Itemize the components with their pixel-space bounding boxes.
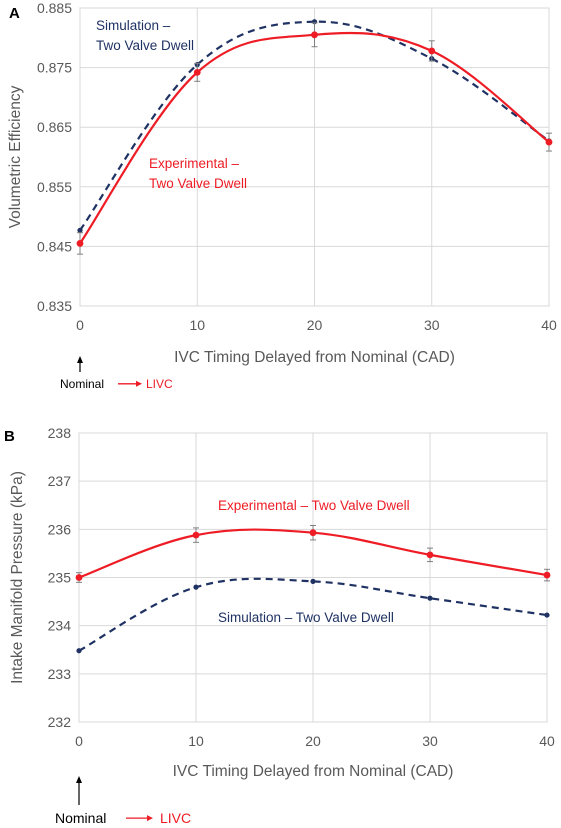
livc-label: LIVC xyxy=(146,377,173,391)
y-tick-label: 0.875 xyxy=(37,60,72,76)
data-point xyxy=(192,531,200,539)
y-tick-label: 0.885 xyxy=(37,0,72,16)
y-tick-label: 233 xyxy=(48,666,72,682)
data-point xyxy=(428,47,436,55)
data-point xyxy=(75,574,83,581)
arrow-right-icon xyxy=(136,380,142,387)
y-tick-label: 234 xyxy=(48,618,72,634)
panel-letter: A xyxy=(9,5,20,22)
series-label: Simulation – Two Valve Dwell xyxy=(218,610,394,625)
y-tick-label: 0.835 xyxy=(37,298,72,314)
y-tick-label: 236 xyxy=(48,521,72,537)
x-tick-label: 10 xyxy=(188,733,204,749)
arrow-up-icon xyxy=(76,776,82,783)
data-point xyxy=(193,68,201,76)
y-tick-label: 235 xyxy=(48,570,72,586)
x-tick-label: 0 xyxy=(76,317,84,333)
y-tick-label: 0.865 xyxy=(37,119,72,135)
chart-panel-b: B 232 233 234 235 236 237 238 0 10 20 30 40 IVC Timin… xyxy=(4,425,555,826)
data-point xyxy=(77,227,83,233)
series-experimental: Experimental – Two Valve Dwell xyxy=(76,22,553,255)
livc-label: LIVC xyxy=(160,810,191,826)
y-tick-label: 237 xyxy=(48,473,72,489)
series-label: Experimental – xyxy=(149,156,240,171)
series-line xyxy=(78,577,548,652)
chart-panel-a: A 0.835 0.845 0.855 0.865 0.875 0.885 0 10 20 30 40… xyxy=(7,0,557,391)
series-label: Experimental – Two Valve Dwell xyxy=(218,498,410,513)
series-simulation: Simulation – Two Valve Dwell xyxy=(77,18,552,233)
panel-letter: B xyxy=(4,428,15,445)
y-tick-label: 0.845 xyxy=(37,238,72,254)
x-tick-label: 40 xyxy=(539,733,555,749)
series-line xyxy=(79,20,550,231)
y-tick-label: 238 xyxy=(48,425,72,441)
series-experimental: Experimental – Two Valve Dwell xyxy=(75,498,551,583)
series-label: Simulation – xyxy=(96,18,171,33)
nominal-livc-annotation: Nominal LIVC xyxy=(55,776,191,826)
x-axis-label: IVC Timing Delayed from Nominal (CAD) xyxy=(174,349,455,366)
data-point xyxy=(544,612,550,618)
x-tick-label: 30 xyxy=(422,733,438,749)
data-point xyxy=(193,584,199,590)
data-point xyxy=(545,138,553,146)
arrow-right-icon xyxy=(147,815,153,822)
data-point xyxy=(427,595,433,601)
nominal-label: Nominal xyxy=(60,377,104,391)
x-tick-label: 20 xyxy=(307,317,323,333)
data-point xyxy=(543,571,551,579)
y-tick-label: 232 xyxy=(48,714,72,730)
x-tick-label: 40 xyxy=(541,317,557,333)
data-point xyxy=(310,578,316,584)
x-tick-label: 20 xyxy=(305,733,321,749)
x-axis-label: IVC Timing Delayed from Nominal (CAD) xyxy=(173,763,454,780)
arrow-up-icon xyxy=(77,356,83,363)
data-point xyxy=(76,240,84,247)
series-simulation: Simulation – Two Valve Dwell xyxy=(76,577,550,654)
data-point xyxy=(426,551,434,559)
x-tick-label: 0 xyxy=(75,733,83,749)
y-axis-label: Volumetric Efficiency xyxy=(7,85,24,228)
data-point xyxy=(311,31,318,39)
x-tick-label: 10 xyxy=(189,317,205,333)
series-label: Two Valve Dwell xyxy=(149,176,247,191)
data-point xyxy=(309,529,317,537)
y-tick-label: 0.855 xyxy=(37,179,72,195)
x-tick-label: 30 xyxy=(424,317,440,333)
series-label: Two Valve Dwell xyxy=(96,38,194,53)
nominal-label: Nominal xyxy=(55,810,106,826)
y-axis-label: Intake Manifold Pressure (kPa) xyxy=(9,471,26,684)
nominal-livc-annotation: Nominal LIVC xyxy=(60,356,173,391)
data-point xyxy=(76,648,82,654)
